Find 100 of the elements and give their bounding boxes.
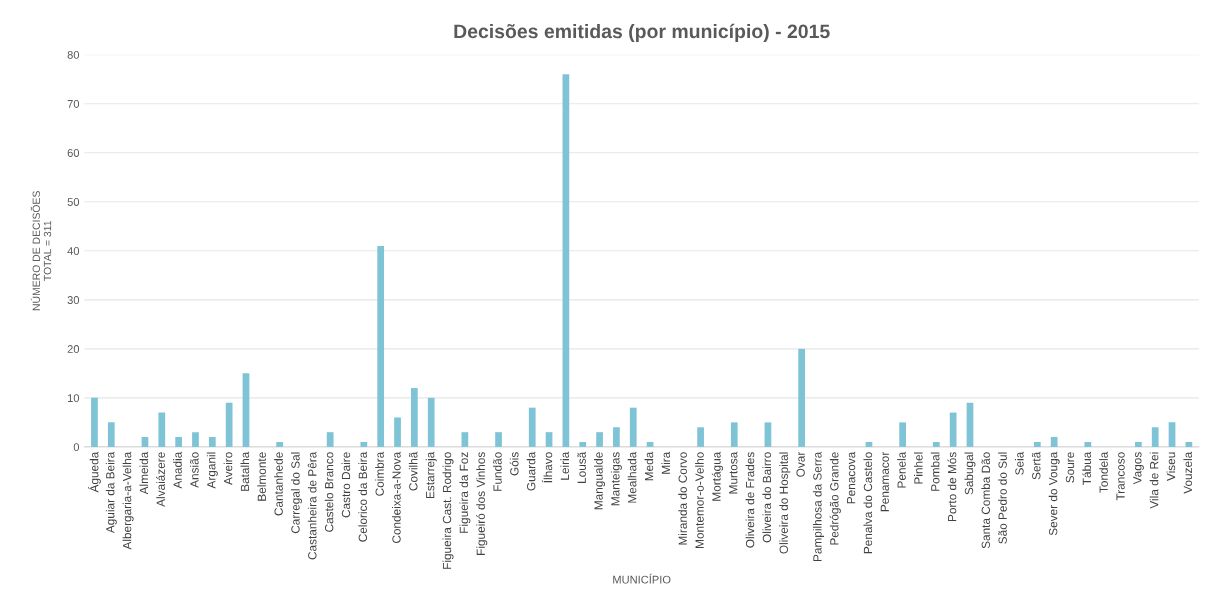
bar — [646, 441, 654, 447]
chart-title: Decisões emitidas (por município) - 2015 — [454, 23, 830, 43]
y-tick-label: 60 — [67, 149, 80, 157]
bar — [545, 432, 553, 447]
x-tick-label: Montemor-o-Velho — [695, 452, 704, 548]
bar — [225, 402, 233, 447]
y-tick-label: 40 — [67, 247, 80, 255]
x-tick-label: Condeixa-a-Nova — [392, 451, 401, 543]
x-tick-label: Batalha — [240, 451, 250, 491]
x-tick-label: Coimbra — [375, 451, 384, 496]
x-tick-label: Góis — [509, 452, 519, 476]
bar — [410, 388, 418, 447]
x-tick-label: Manteigas — [610, 452, 622, 506]
bar — [932, 441, 940, 447]
x-tick-label: Ílhavo — [541, 452, 553, 483]
x-tick-label: Mangualde — [594, 452, 606, 510]
x-tick-label: Mira — [661, 451, 671, 474]
x-tick-label: Aguiar da Beira — [105, 451, 117, 534]
x-tick-label: Penela — [897, 451, 906, 488]
x-tick-label: Trancoso — [1116, 452, 1125, 501]
x-tick-label: Covilhã — [408, 451, 418, 491]
x-tick-label: Alvaiázere — [156, 452, 165, 507]
x-tick-label: Viseu — [1166, 452, 1176, 482]
bar — [208, 437, 216, 447]
bar — [461, 432, 469, 447]
x-tick-label: Penalva do Castelo — [863, 452, 873, 554]
x-tick-label: Soure — [1065, 452, 1075, 483]
bar — [377, 245, 385, 447]
bar — [192, 432, 199, 447]
x-tick-label: Tondela — [1099, 451, 1108, 493]
x-tick-label: Santa Comba Dão — [981, 452, 990, 549]
bar — [528, 407, 536, 447]
bar — [730, 422, 738, 447]
bar — [91, 397, 98, 447]
x-tick-label: Vagos — [1133, 452, 1144, 485]
x-tick-label: Ansião — [189, 452, 199, 488]
x-tick-label: Porto de Mós — [947, 452, 957, 521]
x-tick-label: São Pedro do Sul — [998, 452, 1007, 544]
x-tick-label: Cantanhede — [274, 452, 283, 516]
y-tick-label: 30 — [67, 296, 80, 304]
x-tick-label: Belmonte — [257, 452, 266, 501]
x-tick-label: Murtosa — [729, 451, 738, 494]
x-tick-label: Castelo Branco — [324, 452, 334, 532]
x-tick-label: Seia — [1015, 451, 1024, 475]
bar — [495, 432, 502, 447]
y-tick-label: 10 — [67, 394, 80, 402]
bar — [764, 422, 772, 447]
bar — [276, 441, 284, 447]
bar — [798, 348, 805, 447]
bar — [1084, 441, 1092, 447]
bar — [175, 437, 183, 447]
y-tick-label: 70 — [67, 100, 80, 108]
x-tick-label: Tábua — [1082, 451, 1092, 485]
bar — [1151, 427, 1159, 447]
y-tick-label: 80 — [67, 50, 80, 59]
bar — [1185, 441, 1193, 447]
x-tick-label: Almeida — [139, 451, 149, 495]
x-tick-label: Ovar — [796, 451, 805, 477]
x-tick-label: Mortágua — [711, 451, 723, 501]
bar — [1033, 441, 1041, 447]
x-tick-label: Lousã — [577, 451, 586, 483]
x-tick-label: Castanheira de Pêra — [307, 451, 317, 560]
y-tick-label: 50 — [67, 198, 80, 206]
x-tick-label: Figueira da Foz — [459, 452, 471, 533]
x-tick-label: Aveiro — [223, 452, 233, 485]
bar — [107, 422, 115, 447]
bar — [1168, 422, 1176, 447]
bar — [596, 432, 603, 447]
x-tick-label: Sever do Vouga — [1048, 451, 1060, 536]
x-tick-label: Pinhel — [913, 452, 923, 484]
x-tick-label: Carregal do Sal — [291, 452, 302, 534]
y-axis-title: NÚMERO DE DECISÕES TOTAL = 311 — [30, 191, 52, 311]
x-tick-label: Figueira Cast. Rodrigo — [442, 452, 454, 569]
x-tick-label: Arganil — [206, 452, 218, 489]
bar — [579, 441, 587, 447]
x-tick-label: Albergaria-a-Velha — [122, 451, 134, 550]
x-tick-label: Pedrógão Grande — [829, 452, 841, 545]
x-tick-label: Penacova — [847, 451, 856, 504]
x-tick-label: Oliveira de Frades — [745, 452, 755, 548]
x-axis-title: MUNICÍPIO — [613, 573, 671, 584]
x-tick-label: Anadia — [173, 451, 182, 489]
x-tick-label: Oliveira do Bairro — [762, 452, 772, 543]
x-tick-label: Penamacor — [880, 451, 889, 512]
x-tick-label: Castro Daire — [341, 452, 351, 518]
bar — [1050, 437, 1058, 447]
x-tick-label: Estarreja — [425, 451, 437, 499]
bar — [394, 417, 401, 447]
x-tick-label: Celorico da Beira — [358, 451, 368, 542]
x-tick-label: Águeda — [88, 451, 101, 493]
bar — [427, 397, 435, 447]
x-tick-label: Pombal — [930, 452, 940, 491]
x-tick-label: Pampilhosa da Serra — [812, 451, 824, 562]
x-tick-label: Miranda do Corvo — [678, 452, 687, 545]
x-tick-label: Vila de Rei — [1149, 452, 1159, 509]
y-tick-label: 20 — [67, 345, 80, 353]
bar — [613, 427, 620, 447]
bar — [629, 407, 637, 447]
x-tick-label: Vouzela — [1183, 451, 1193, 494]
x-tick-label: Fundão — [493, 452, 502, 491]
bar — [242, 373, 250, 447]
